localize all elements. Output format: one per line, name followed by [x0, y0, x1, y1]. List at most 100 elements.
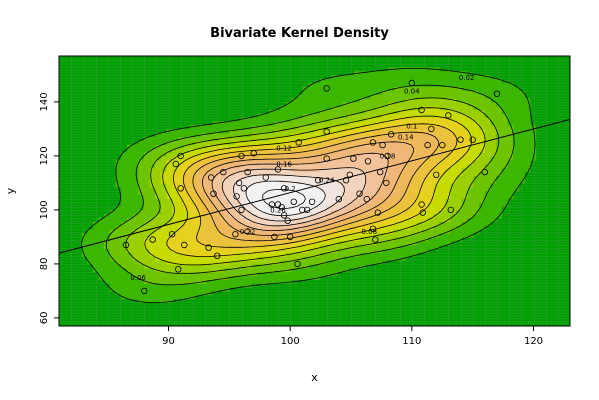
density-cell [325, 260, 332, 265]
density-cell [212, 213, 219, 219]
density-cell [223, 279, 230, 284]
density-cell [382, 198, 389, 203]
density-cell [433, 90, 440, 95]
density-cell [416, 233, 423, 238]
density-cell [342, 186, 349, 192]
density-cell [257, 144, 264, 149]
density-cell [410, 117, 417, 122]
density-cell [376, 82, 383, 88]
density-cell [399, 125, 406, 130]
density-cell [456, 221, 463, 226]
density-cell [495, 152, 503, 157]
density-cell [263, 206, 270, 211]
density-cell [217, 267, 224, 273]
data-point [314, 176, 322, 184]
density-cell [365, 152, 372, 157]
density-cell [257, 190, 264, 196]
density-cell [155, 229, 162, 234]
density-cell [376, 260, 383, 265]
density-cell [319, 221, 327, 226]
density-cell [456, 86, 463, 91]
density-cell [353, 264, 361, 269]
density-cell [229, 279, 236, 284]
density-cell [200, 237, 207, 242]
density-cell [104, 271, 111, 277]
density-cell [376, 190, 383, 196]
density-cell [331, 159, 338, 165]
density-cell [138, 279, 145, 284]
density-cell [478, 194, 486, 199]
density-cell [382, 213, 389, 219]
density-cell [331, 248, 338, 253]
density-cell [285, 156, 293, 161]
density-cell [444, 82, 452, 88]
density-cell [268, 275, 276, 280]
density-cell [223, 206, 230, 211]
density-cell [427, 136, 434, 142]
density-cell [172, 179, 179, 184]
density-cell [138, 171, 145, 176]
density-cell [285, 217, 293, 223]
density-cell [308, 152, 315, 157]
density-cell [456, 82, 463, 88]
density-cell [484, 78, 491, 84]
density-cell [138, 294, 145, 300]
density-cell [285, 125, 293, 130]
density-cell [399, 75, 406, 80]
density-cell [348, 152, 355, 157]
density-cell [297, 186, 304, 192]
density-cell [501, 190, 508, 196]
density-cell [138, 225, 145, 230]
density-cell [234, 283, 241, 288]
density-cell [405, 233, 412, 238]
density-cell [342, 132, 349, 138]
density-cell [212, 206, 219, 211]
density-cell [353, 129, 361, 134]
density-cell [104, 244, 111, 250]
density-cell [512, 136, 520, 142]
density-cell [325, 229, 332, 234]
density-cell [302, 217, 310, 223]
density-cell [138, 202, 145, 207]
density-cell [297, 252, 304, 257]
density-cell [132, 159, 139, 165]
density-cell [132, 217, 139, 223]
density-cell [126, 190, 134, 196]
density-cell [138, 206, 145, 211]
density-cell [166, 298, 173, 304]
density-cell [490, 148, 497, 153]
density-cell [246, 179, 253, 184]
density-cell [172, 237, 179, 242]
density-cell [376, 105, 383, 111]
density-cell [314, 125, 321, 130]
density-cell [109, 213, 117, 219]
density-cell [393, 136, 400, 142]
density-cell [183, 194, 190, 199]
density-cell [172, 252, 179, 257]
density-cell [382, 129, 389, 134]
density-cell [149, 210, 156, 215]
data-point [418, 201, 425, 208]
density-cell [319, 140, 327, 145]
density-cell [257, 129, 264, 134]
density-cell [234, 260, 241, 265]
density-cell [126, 294, 134, 300]
density-cell [160, 217, 168, 223]
density-cell [336, 244, 344, 250]
density-cell [427, 183, 434, 188]
density-cell [206, 186, 213, 192]
data-point [439, 141, 446, 149]
density-cell [484, 129, 491, 134]
density-cell [297, 125, 304, 130]
density-cell [291, 159, 298, 165]
density-cell [331, 229, 338, 234]
density-cell [212, 144, 219, 149]
density-cell [229, 163, 236, 169]
density-cell [393, 125, 400, 130]
density-cell [388, 75, 395, 80]
density-cell [342, 159, 349, 165]
density-cell [376, 156, 383, 161]
density-cell [439, 156, 446, 161]
density-cell [291, 213, 298, 219]
density-cell [331, 75, 338, 80]
